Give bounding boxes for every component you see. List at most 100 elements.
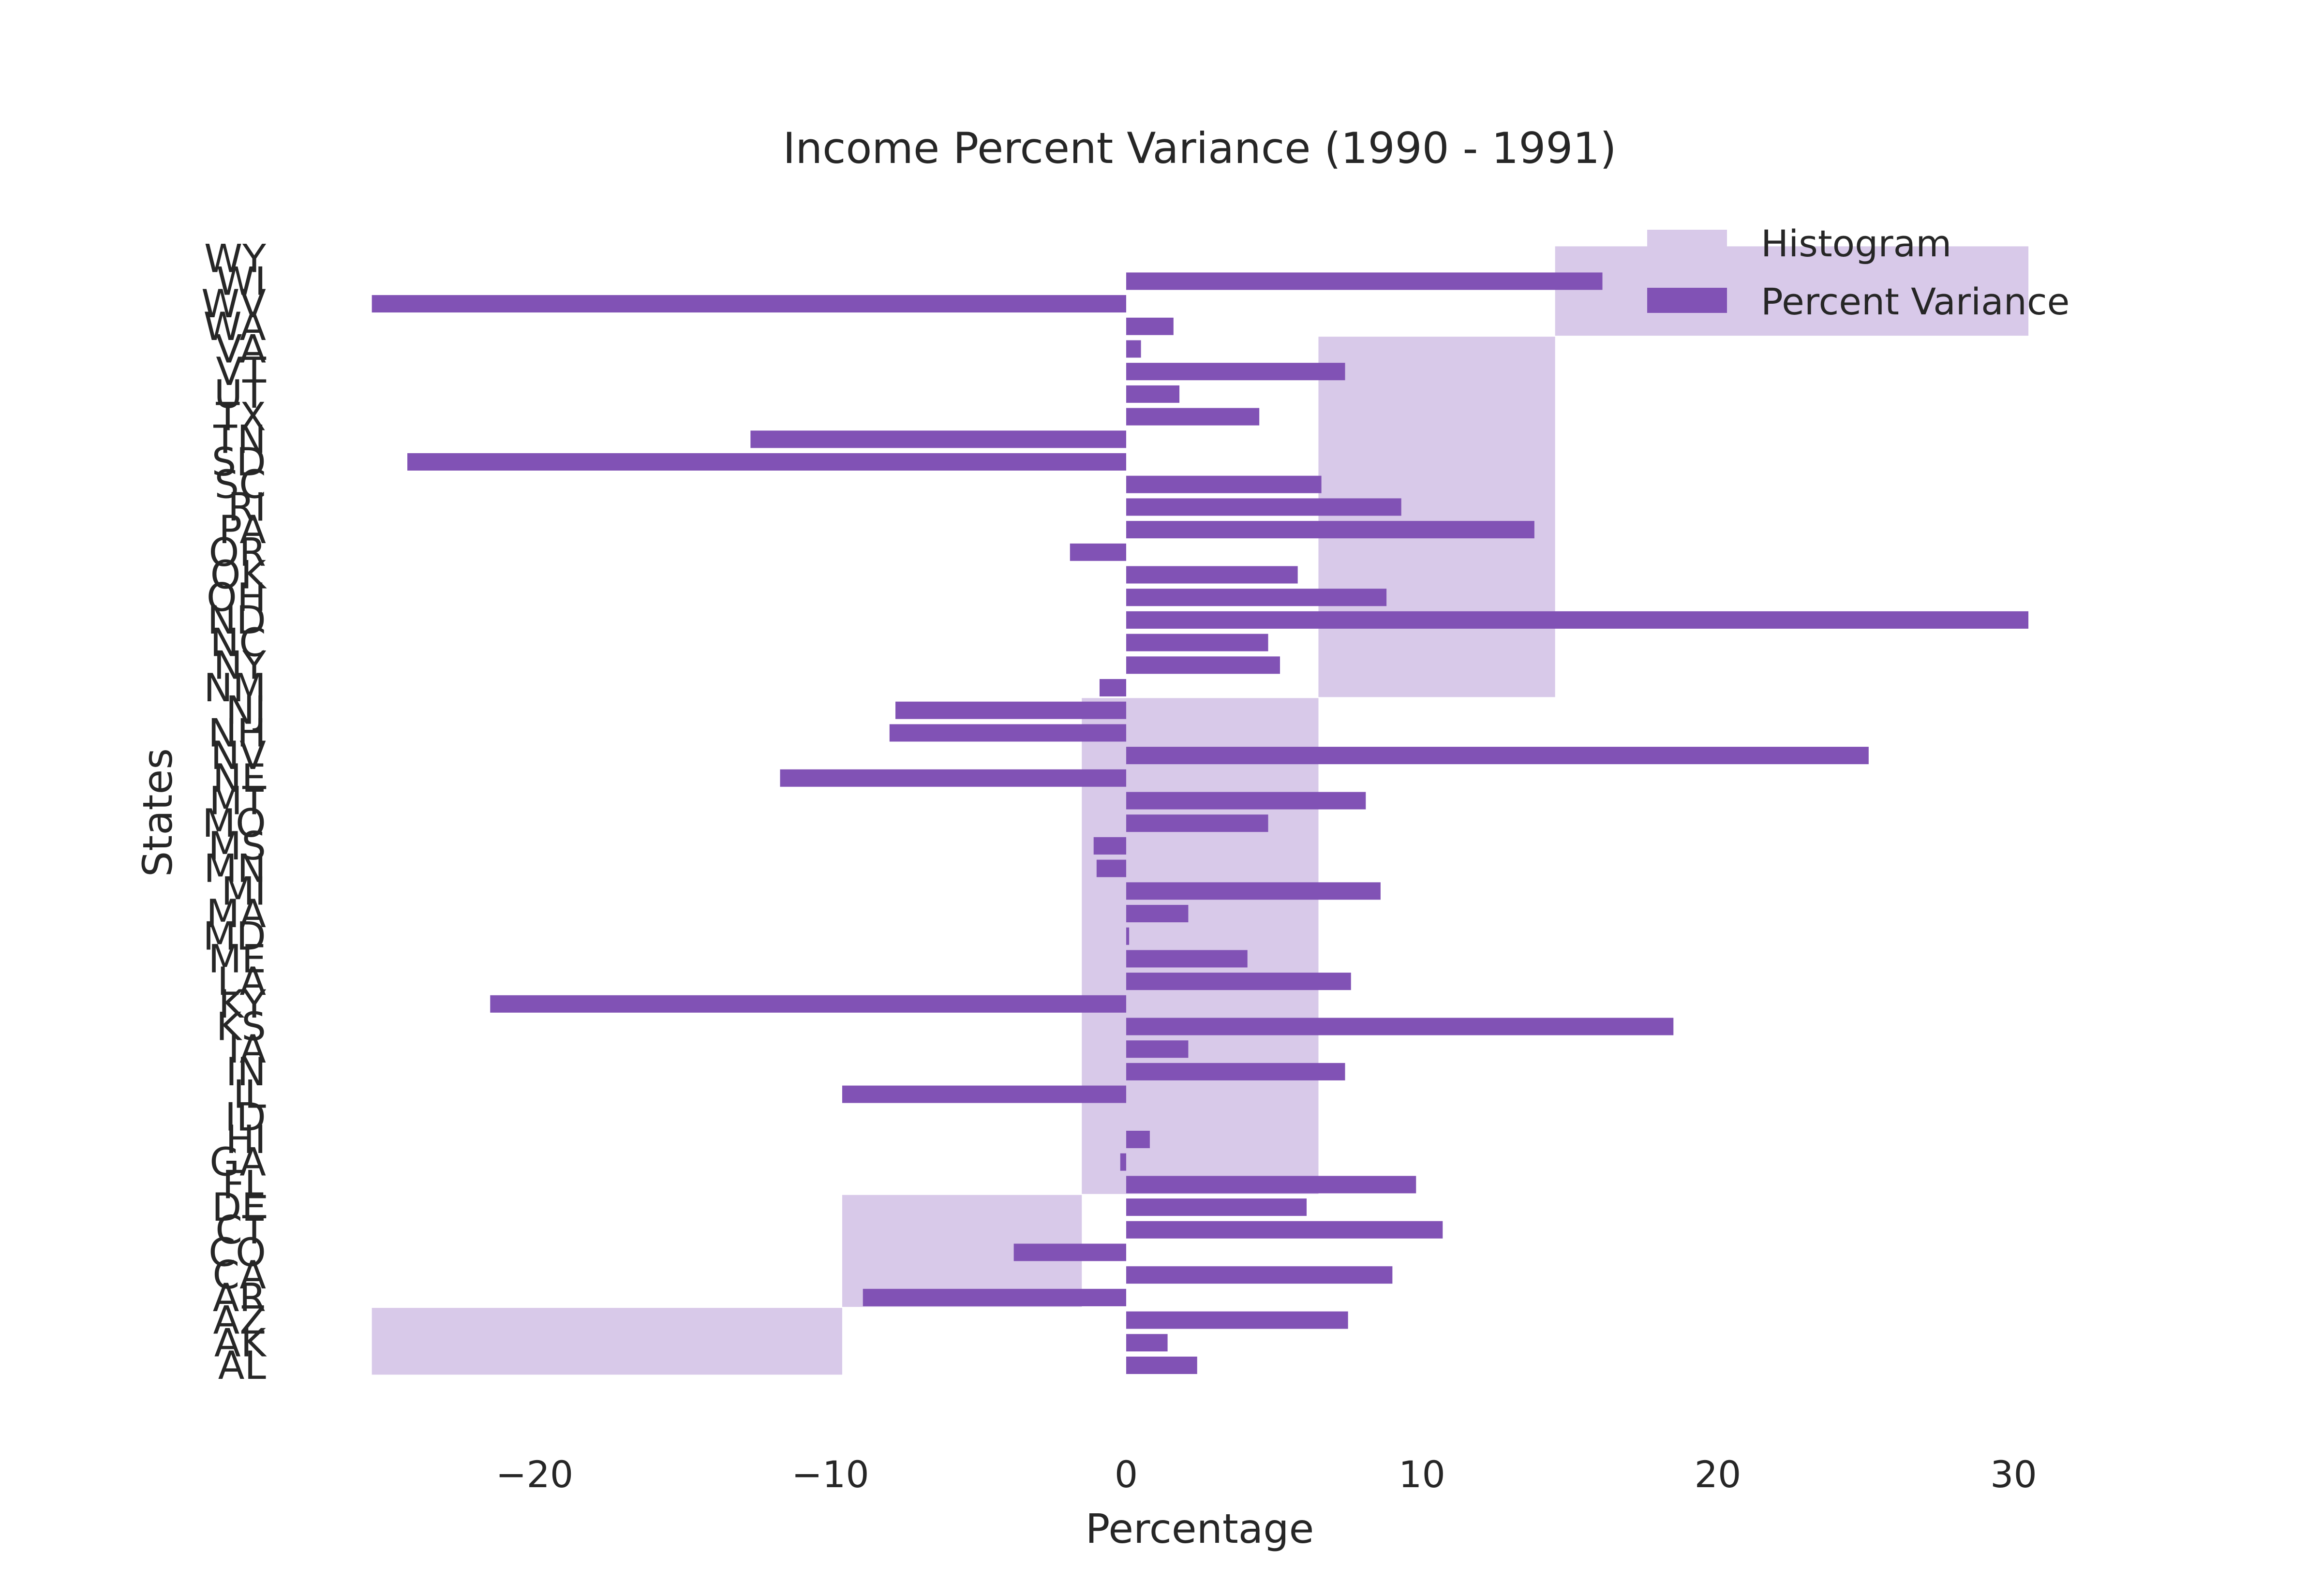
bar-ak <box>1126 1334 1168 1352</box>
bar-ny <box>1126 656 1280 674</box>
y-tick-label-ms: MS <box>208 824 266 869</box>
y-tick-label-ks: KS <box>216 1005 266 1049</box>
bar-fl <box>1126 1176 1416 1194</box>
y-tick-label-vt: VT <box>216 349 267 394</box>
y-tick-label-nv: NV <box>210 733 266 778</box>
y-tick-label-hi: HI <box>225 1117 266 1162</box>
bar-ga <box>1120 1153 1126 1171</box>
y-tick-label-ma: MA <box>206 891 266 936</box>
y-tick-label-mi: MI <box>221 869 266 914</box>
y-tick-label-oh: OH <box>207 575 266 620</box>
bar-nh <box>889 724 1126 742</box>
bar-sc <box>1126 475 1322 493</box>
y-tick-label-sc: SC <box>214 462 266 507</box>
bar-ar <box>863 1288 1126 1306</box>
bar-vt <box>1126 363 1345 381</box>
bar-ri <box>1126 498 1401 516</box>
y-tick-label-id: ID <box>225 1094 266 1139</box>
y-tick-label-wy: WY <box>204 236 267 281</box>
bar-co <box>1013 1243 1126 1261</box>
bar-ne <box>780 769 1126 787</box>
bar-ma <box>1126 905 1189 922</box>
chart-title: Income Percent Variance (1990 - 1991) <box>783 123 1616 173</box>
y-tick-label-ct: CT <box>215 1208 267 1253</box>
y-tick-label-pa: PA <box>219 507 266 552</box>
y-tick-label-co: CO <box>208 1230 266 1275</box>
bar-va <box>1126 340 1141 358</box>
y-tick-label-va: VA <box>216 327 267 372</box>
y-tick-label-mo: MO <box>202 801 266 846</box>
legend-swatch-percent-variance <box>1647 288 1727 313</box>
bar-oh <box>1126 589 1387 606</box>
bar-me <box>1126 950 1248 968</box>
y-tick-label-ne: NE <box>213 756 266 801</box>
legend-swatch-histogram <box>1647 230 1727 255</box>
y-tick-label-wv: WV <box>201 281 266 326</box>
bar-ok <box>1126 566 1298 584</box>
x-tick-label-5: 30 <box>1990 1453 2037 1496</box>
y-tick-label-de: DE <box>212 1185 266 1230</box>
bar-pa <box>1126 521 1534 539</box>
y-tick-label-wa: WA <box>204 304 267 349</box>
bar-hi <box>1126 1131 1150 1148</box>
bar-sd <box>407 453 1127 471</box>
bar-layer <box>372 272 2029 1374</box>
x-axis-label: Percentage <box>1086 1505 1314 1552</box>
y-tick-labels: ALAKAZARCACOCTDEFLGAHIIDILINIAKSKYLAMEMD… <box>201 236 267 1388</box>
y-tick-label-mn: MN <box>204 846 266 891</box>
y-tick-label-in: IN <box>226 1049 266 1094</box>
y-tick-label-nd: ND <box>208 598 266 643</box>
y-tick-label-ri: RI <box>228 485 266 530</box>
bar-wv <box>372 295 1126 313</box>
y-tick-label-nc: NC <box>210 621 266 665</box>
bar-in <box>1126 1063 1345 1080</box>
bar-ct <box>1126 1221 1443 1239</box>
histogram-layer <box>372 246 2029 1375</box>
y-tick-label-wi: WI <box>216 259 266 304</box>
y-tick-label-md: MD <box>203 914 266 959</box>
bar-mn <box>1096 859 1126 877</box>
bar-ky <box>490 995 1126 1013</box>
x-tick-label-0: −20 <box>496 1453 573 1496</box>
legend-label-histogram: Histogram <box>1761 222 1951 265</box>
bar-or <box>1070 543 1126 561</box>
histogram-bin-5 <box>1555 246 2029 336</box>
y-tick-label-mt: MT <box>209 779 267 824</box>
y-tick-label-tn: TN <box>213 417 266 462</box>
legend: Histogram Percent Variance <box>1647 222 2069 323</box>
bar-nj <box>895 701 1126 719</box>
y-tick-label-ga: GA <box>209 1140 266 1185</box>
y-tick-label-ky: KY <box>219 982 267 1027</box>
y-tick-label-ca: CA <box>212 1253 266 1298</box>
bar-nm <box>1099 679 1126 696</box>
bar-al <box>1126 1357 1197 1374</box>
bar-az <box>1126 1311 1348 1329</box>
x-tick-labels: −20 −10 0 10 20 30 <box>496 1453 2037 1496</box>
legend-label-percent-variance: Percent Variance <box>1761 280 2069 323</box>
bar-nv <box>1126 747 1869 765</box>
y-tick-label-ar: AR <box>213 1275 266 1320</box>
y-tick-label-ut: UT <box>214 372 267 417</box>
y-tick-label-ny: NY <box>213 643 267 688</box>
y-tick-label-ak: AK <box>214 1320 268 1365</box>
bar-ia <box>1126 1040 1189 1058</box>
bar-mo <box>1126 814 1268 832</box>
bar-il <box>842 1085 1126 1103</box>
bar-nd <box>1126 611 2029 629</box>
y-tick-label-nj: NJ <box>226 688 266 733</box>
bar-tx <box>1126 408 1260 426</box>
bar-ut <box>1126 385 1180 403</box>
bar-tn <box>750 430 1126 448</box>
y-tick-label-sd: SD <box>212 440 266 485</box>
y-tick-label-ok: OK <box>210 553 268 598</box>
y-tick-label-or: OR <box>208 530 266 575</box>
y-tick-label-az: AZ <box>213 1298 266 1343</box>
bar-ms <box>1093 837 1126 855</box>
histogram-bin-4 <box>1318 337 1555 697</box>
y-tick-label-tx: TX <box>215 395 266 440</box>
y-tick-label-fl: FL <box>222 1162 266 1207</box>
bar-mi <box>1126 882 1381 900</box>
y-tick-label-nh: NH <box>208 710 266 755</box>
bar-ks <box>1126 1018 1674 1035</box>
